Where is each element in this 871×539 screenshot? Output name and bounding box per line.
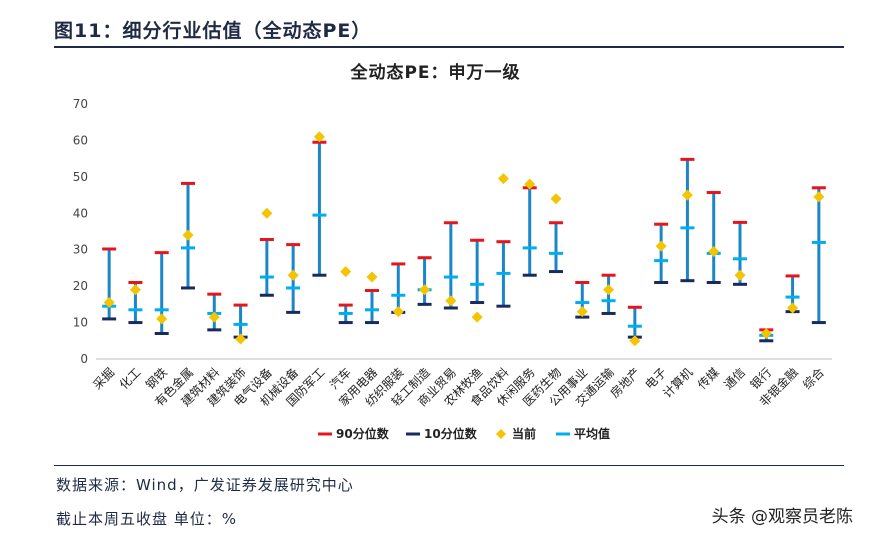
current-marker [235,333,247,345]
current-marker [208,311,220,323]
current-marker [313,131,325,143]
current-marker [629,335,641,347]
current-marker [681,189,693,201]
category-label: 采掘 [90,365,118,393]
y-tick-label: 50 [73,170,88,184]
current-marker [392,306,404,318]
chart-title: 全动态PE：申万一级 [350,63,521,83]
current-marker [340,266,352,278]
category-label: 传媒 [694,365,722,393]
current-marker [156,313,168,325]
current-marker [708,246,720,258]
current-marker [576,306,588,318]
current-marker [419,284,431,296]
data-source: 数据来源：Wind，广发证券发展研究中心 [56,476,354,494]
current-marker [550,193,562,205]
current-marker [445,295,457,307]
current-marker [734,269,746,281]
report-header: 图11：细分行业估值（全动态PE） [54,10,844,48]
unit-note: 截止本周五收盘 单位：% [56,510,238,528]
y-tick-label: 0 [80,352,88,366]
current-marker [603,284,615,296]
category-label: 通信 [721,365,748,392]
current-marker [497,173,509,185]
current-marker [103,297,115,309]
current-marker [366,271,378,283]
current-marker [787,302,799,314]
watermark: 头条 @观察员老陈 [711,507,853,527]
footer-divider [54,465,844,466]
y-tick-label: 20 [73,279,88,293]
category-label: 化工 [117,365,144,392]
category-label: 综合 [799,365,827,393]
current-marker [287,269,299,281]
current-marker [129,284,141,296]
current-marker [182,229,194,241]
current-marker [760,328,772,339]
y-tick-label: 10 [73,316,88,330]
current-marker [655,240,667,252]
y-tick-label: 30 [73,243,88,257]
y-tick-label: 70 [73,97,88,111]
figure-title: 图11：细分行业估值（全动态PE） [54,20,372,42]
current-marker [261,207,273,219]
current-marker [471,311,483,323]
y-tick-label: 60 [73,133,88,147]
category-label: 房地产 [607,365,643,401]
legend-label: 90分位数 [336,426,390,441]
current-marker [524,178,536,190]
category-label: 计算机 [659,365,695,401]
legend-label: 当前 [512,426,536,441]
legend-swatch [496,429,506,439]
current-marker [813,191,825,203]
legend-label: 10分位数 [424,426,478,441]
y-tick-label: 40 [73,206,88,220]
legend-label: 平均值 [574,426,610,441]
